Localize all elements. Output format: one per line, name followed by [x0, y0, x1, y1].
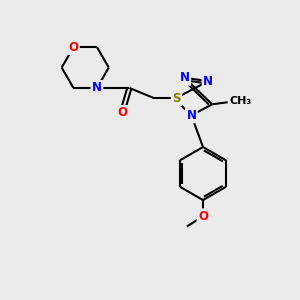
Text: N: N	[203, 75, 213, 88]
Text: O: O	[68, 41, 78, 54]
Text: N: N	[186, 109, 197, 122]
Text: O: O	[198, 210, 208, 223]
Text: S: S	[172, 92, 181, 105]
Text: O: O	[117, 106, 127, 119]
Text: CH₃: CH₃	[229, 96, 251, 106]
Text: N: N	[92, 82, 102, 94]
Text: N: N	[180, 71, 190, 84]
